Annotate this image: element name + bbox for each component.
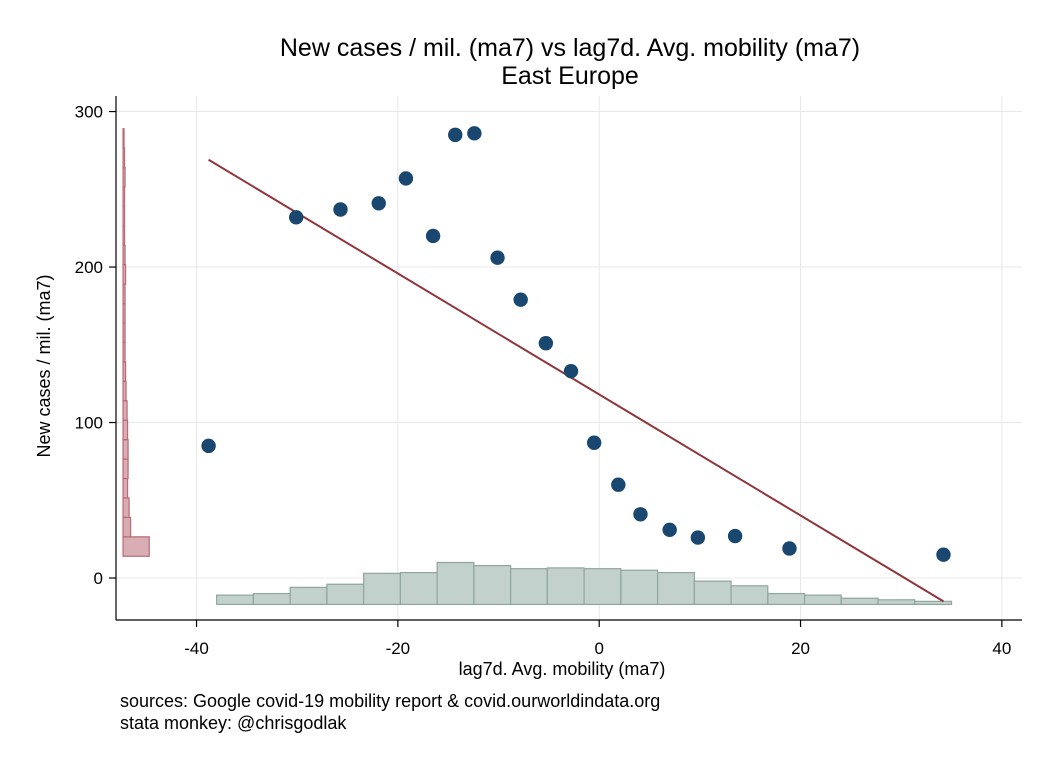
y-axis-label: New cases / mil. (ma7) — [34, 274, 54, 457]
x-tick-label: 20 — [791, 639, 810, 658]
scatter-point — [513, 292, 528, 307]
y-histogram-bar — [122, 380, 127, 402]
y-tick-label: 300 — [75, 103, 103, 122]
y-histogram-bar — [122, 264, 127, 285]
scatter-point — [467, 126, 482, 141]
x-histogram-bar — [363, 572, 401, 606]
scatter-point — [633, 507, 648, 522]
x-tick-label: 0 — [594, 639, 603, 658]
x-tick-label: -20 — [386, 639, 411, 658]
scatter-point — [782, 541, 797, 556]
fit-line-group — [208, 158, 944, 603]
sources-note: sources: Google covid-19 mobility report… — [120, 691, 660, 711]
scatter-point — [563, 364, 579, 379]
fit-line — [208, 158, 944, 603]
x-histogram-bar — [840, 597, 879, 606]
x-histogram-bar — [693, 580, 732, 606]
y-histogram-bar — [122, 244, 126, 266]
scatter-point — [690, 530, 706, 545]
x-histogram-bar — [803, 594, 842, 606]
x-histogram-bar — [326, 583, 365, 606]
y-histogram-bar — [122, 477, 129, 499]
y-histogram — [122, 128, 150, 557]
y-tick-label: 0 — [94, 569, 103, 588]
scatter-point — [538, 336, 554, 351]
scatter-point — [398, 171, 414, 186]
x-histogram-bar — [914, 600, 953, 606]
x-tick-label: 40 — [992, 639, 1011, 658]
y-histogram-bar — [122, 400, 128, 421]
scatter-point — [371, 196, 386, 211]
scatter-point — [333, 202, 348, 217]
y-histogram-bar — [122, 283, 126, 305]
y-histogram-bar — [122, 497, 130, 518]
y-histogram-bar — [122, 205, 126, 227]
y-histogram-bar — [122, 458, 129, 480]
y-histogram-bar — [122, 147, 126, 169]
x-histogram-bar — [216, 594, 255, 606]
y-tick-label: 200 — [75, 258, 103, 277]
y-histogram-bar — [122, 419, 129, 441]
x-histogram-bar — [767, 592, 806, 606]
y-histogram-bar — [122, 322, 126, 344]
y-histogram-bar — [122, 128, 125, 149]
y-histogram-bar — [122, 225, 126, 246]
scatter-point — [936, 547, 951, 562]
scatter-point — [448, 127, 463, 143]
y-histogram-bar — [122, 361, 127, 382]
x-histogram-bar — [399, 571, 438, 606]
gridlines — [116, 96, 1022, 620]
y-histogram-bar — [122, 516, 132, 538]
y-histogram-bar — [122, 302, 126, 324]
x-histogram-bar — [656, 571, 695, 606]
scatter-point — [662, 522, 677, 538]
x-histogram-bar — [583, 568, 622, 606]
axes — [115, 96, 1022, 621]
x-histogram-bar — [730, 585, 769, 606]
x-histogram — [216, 561, 953, 606]
y-histogram-bar — [122, 341, 126, 363]
x-histogram-bar — [436, 561, 475, 606]
scatter-point — [586, 435, 602, 450]
scatter-point — [727, 528, 743, 544]
x-tick-label: -40 — [184, 639, 209, 658]
x-histogram-bar — [252, 592, 291, 606]
x-histogram-bar — [289, 586, 328, 606]
y-histogram-bar — [122, 536, 150, 557]
x-histogram-bar — [510, 568, 548, 606]
y-histogram-bar — [122, 166, 126, 188]
chart-title: New cases / mil. (ma7) vs lag7d. Avg. mo… — [280, 34, 860, 62]
x-ticks: -40 -20 0 20 40 — [184, 620, 1011, 658]
y-histogram-bar — [122, 439, 129, 460]
y-tick-label: 100 — [75, 414, 103, 433]
chart-subtitle: East Europe — [501, 62, 639, 90]
scatter-point — [425, 228, 441, 244]
x-axis-label: lag7d. Avg. mobility (ma7) — [459, 659, 666, 679]
credit-note: stata monkey: @chrisgodlak — [120, 713, 347, 733]
scatter-point — [611, 477, 626, 492]
scatter-point — [490, 250, 505, 265]
x-histogram-bar — [877, 599, 916, 606]
scatter-point — [288, 210, 304, 225]
x-histogram-bar — [473, 564, 512, 606]
scatter-points — [201, 126, 951, 562]
y-ticks: 0 100 200 300 — [75, 103, 116, 588]
y-histogram-bar — [122, 186, 126, 207]
x-histogram-bar — [620, 569, 659, 606]
scatter-point — [201, 438, 216, 454]
x-histogram-bar — [546, 567, 585, 606]
